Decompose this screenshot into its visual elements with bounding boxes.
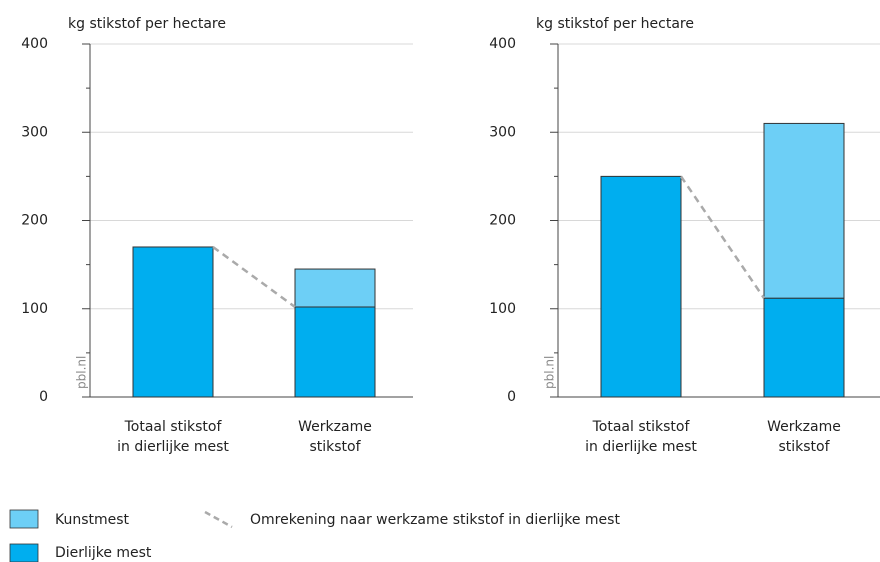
legend-label: Kunstmest — [55, 512, 130, 528]
x-tick-label: Totaal stikstof in dierlijke mest — [585, 419, 697, 455]
legend-swatch — [9, 543, 39, 562]
y-tick-label: 400 — [489, 36, 516, 52]
y-tick-label: 300 — [21, 124, 48, 140]
y-tick-label: 100 — [21, 301, 48, 317]
x-tick-line: stikstof — [778, 439, 830, 455]
x-tick-line: Totaal stikstof — [592, 419, 691, 435]
x-tick-label: Werkzame stikstof — [298, 419, 372, 455]
bar — [132, 246, 214, 398]
legend-label: Dierlijke mest — [55, 545, 152, 561]
legend-label: Omrekening naar werkzame stikstof in die… — [250, 512, 620, 528]
axis-title: kg stikstof per hectare — [68, 16, 226, 32]
x-tick-line: in dierlijke mest — [117, 439, 229, 455]
x-tick-line: stikstof — [309, 439, 361, 455]
conversion-line — [212, 245, 296, 308]
y-tick-label: 0 — [507, 389, 516, 405]
source: pbl.nl — [543, 356, 557, 389]
x-tick-line: Werkzame — [767, 419, 841, 435]
bar — [600, 175, 682, 398]
x-tick-line: Werkzame — [298, 419, 372, 435]
bar — [294, 268, 376, 308]
x-tick-label: Werkzame stikstof — [767, 419, 841, 455]
x-tick-line: Totaal stikstof — [124, 419, 223, 435]
bar — [763, 297, 845, 398]
axis-title: kg stikstof per hectare — [536, 16, 694, 32]
y-tick-label: 200 — [489, 213, 516, 229]
x-tick-label: Totaal stikstof in dierlijke mest — [117, 419, 229, 455]
bar — [763, 122, 845, 299]
source: pbl.nl — [75, 356, 89, 389]
legend-dash — [204, 510, 233, 529]
y-tick-label: 200 — [21, 213, 48, 229]
y-tick-label: 100 — [489, 301, 516, 317]
conversion-line — [679, 175, 766, 299]
y-tick-label: 0 — [39, 389, 48, 405]
y-tick-label: 400 — [21, 36, 48, 52]
bar — [294, 306, 376, 398]
legend-swatch — [9, 509, 39, 529]
x-tick-line: in dierlijke mest — [585, 439, 697, 455]
y-tick-label: 300 — [489, 124, 516, 140]
